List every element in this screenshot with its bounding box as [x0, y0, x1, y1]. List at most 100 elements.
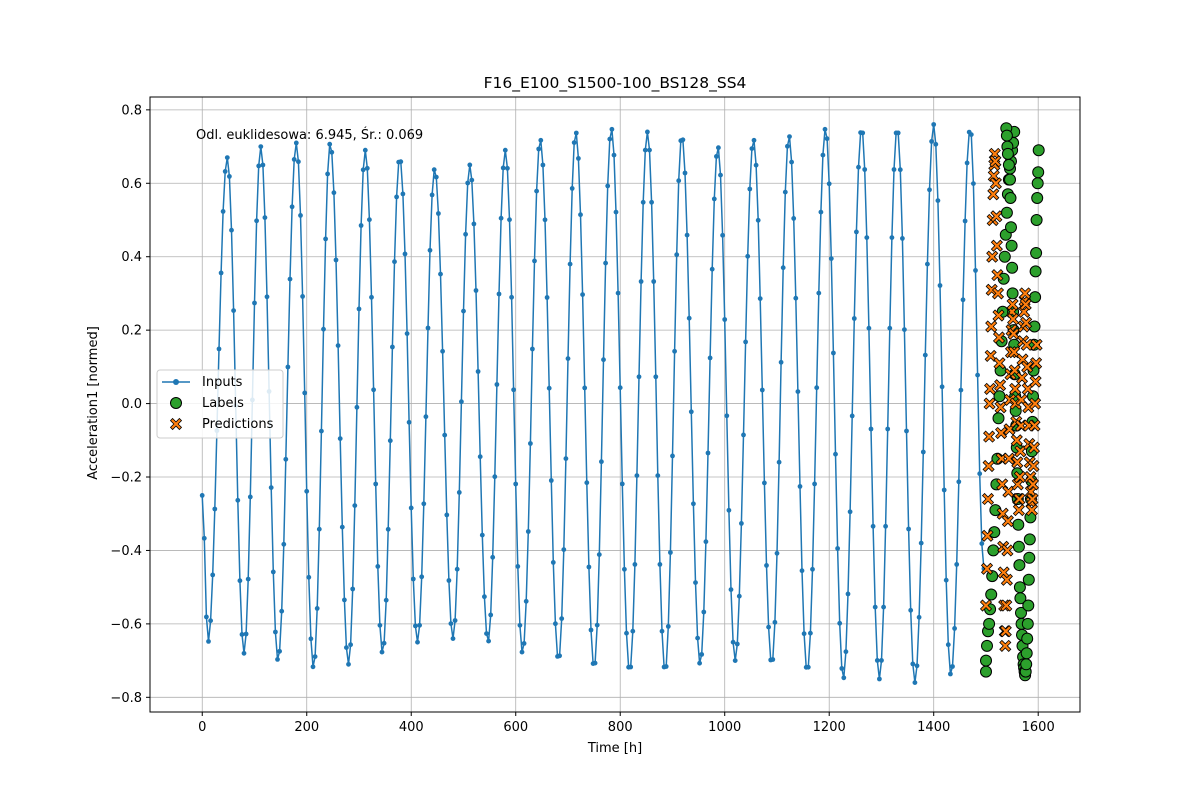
inputs-point	[720, 232, 725, 238]
inputs-point	[511, 387, 516, 393]
inputs-point	[377, 622, 383, 628]
inputs-point	[344, 645, 349, 650]
inputs-point	[350, 586, 356, 592]
inputs-point	[975, 372, 980, 378]
inputs-point	[385, 526, 391, 532]
inputs-point	[367, 217, 372, 223]
inputs-point	[254, 218, 259, 224]
legend-predictions-label: Predictions	[202, 417, 274, 432]
inputs-point	[599, 459, 604, 465]
prediction-point	[1027, 459, 1040, 473]
label-point	[987, 544, 1000, 557]
inputs-point	[534, 188, 539, 194]
inputs-point	[281, 541, 287, 547]
inputs-point	[837, 620, 843, 626]
inputs-point	[785, 143, 790, 149]
inputs-point	[348, 642, 353, 648]
label-point	[1004, 173, 1016, 186]
inputs-point	[764, 563, 769, 568]
inputs-point	[360, 167, 366, 173]
inputs-point	[469, 177, 475, 183]
label-point	[1004, 192, 1017, 204]
inputs-point	[550, 560, 556, 565]
inputs-point	[711, 196, 717, 202]
inputs-point	[734, 641, 740, 647]
prediction-point	[1011, 456, 1024, 469]
prediction-point	[1001, 515, 1014, 528]
y-tick-label: −0.6	[110, 617, 142, 632]
inputs-point	[279, 608, 285, 614]
prediction-point	[1012, 504, 1025, 517]
prediction-point	[1015, 371, 1029, 384]
label-point	[992, 412, 1005, 425]
inputs-point	[210, 572, 216, 578]
predictions-series	[979, 147, 1043, 652]
inputs-point	[647, 147, 652, 153]
inputs-point	[369, 294, 374, 300]
inputs-point	[565, 356, 571, 361]
inputs-point	[319, 428, 324, 434]
prediction-point	[1013, 470, 1026, 484]
prediction-point	[986, 250, 999, 263]
inputs-point	[653, 374, 659, 380]
inputs-point	[379, 649, 385, 655]
inputs-point	[778, 359, 784, 365]
inputs-point	[906, 526, 911, 532]
inputs-point	[910, 661, 916, 667]
legend-box	[156, 369, 284, 439]
inputs-point	[498, 215, 504, 221]
inputs-point	[619, 481, 625, 487]
inputs-point	[607, 136, 613, 142]
inputs-point	[304, 488, 310, 494]
inputs-point	[463, 231, 468, 237]
inputs-point	[956, 479, 962, 485]
inputs-point	[937, 283, 943, 288]
inputs-point	[728, 587, 734, 592]
inputs-point	[264, 294, 270, 300]
label-point	[981, 639, 993, 652]
inputs-point	[939, 384, 945, 390]
inputs-point	[962, 218, 968, 224]
inputs-point	[475, 369, 481, 374]
inputs-point	[563, 456, 569, 461]
inputs-point	[452, 618, 458, 623]
label-point	[1020, 647, 1033, 660]
inputs-point	[818, 209, 824, 215]
label-point	[1005, 221, 1017, 234]
label-point	[980, 665, 992, 678]
inputs-point	[615, 290, 621, 296]
inputs-point	[308, 636, 314, 642]
inputs-point	[841, 675, 847, 681]
inputs-point	[199, 493, 205, 498]
inputs-point	[243, 631, 249, 637]
label-point	[1030, 247, 1043, 259]
inputs-point	[747, 186, 753, 192]
label-point	[1006, 261, 1019, 274]
inputs-point	[839, 666, 845, 671]
inputs-point	[573, 130, 579, 136]
inputs-point	[373, 481, 379, 487]
inputs-point	[613, 209, 619, 215]
inputs-point	[659, 628, 665, 634]
inputs-point	[642, 147, 648, 153]
inputs-point	[490, 554, 496, 560]
inputs-point	[477, 454, 483, 460]
prediction-point	[1030, 338, 1043, 351]
inputs-point	[521, 641, 527, 646]
label-point	[1031, 177, 1044, 190]
inputs-point	[672, 348, 677, 354]
inputs-point	[218, 270, 224, 276]
inputs-point	[826, 181, 832, 187]
inputs-point	[741, 432, 746, 438]
inputs-point	[505, 165, 510, 171]
inputs-point	[766, 624, 771, 630]
inputs-point	[450, 636, 456, 641]
label-point	[1013, 581, 1026, 594]
inputs-point	[542, 217, 548, 223]
inputs-point	[849, 413, 855, 419]
x-tick-label: 1600	[1022, 720, 1055, 735]
inputs-point	[417, 622, 422, 628]
inputs-point	[743, 339, 748, 345]
inputs-point	[695, 635, 700, 641]
inputs-point	[887, 325, 893, 331]
